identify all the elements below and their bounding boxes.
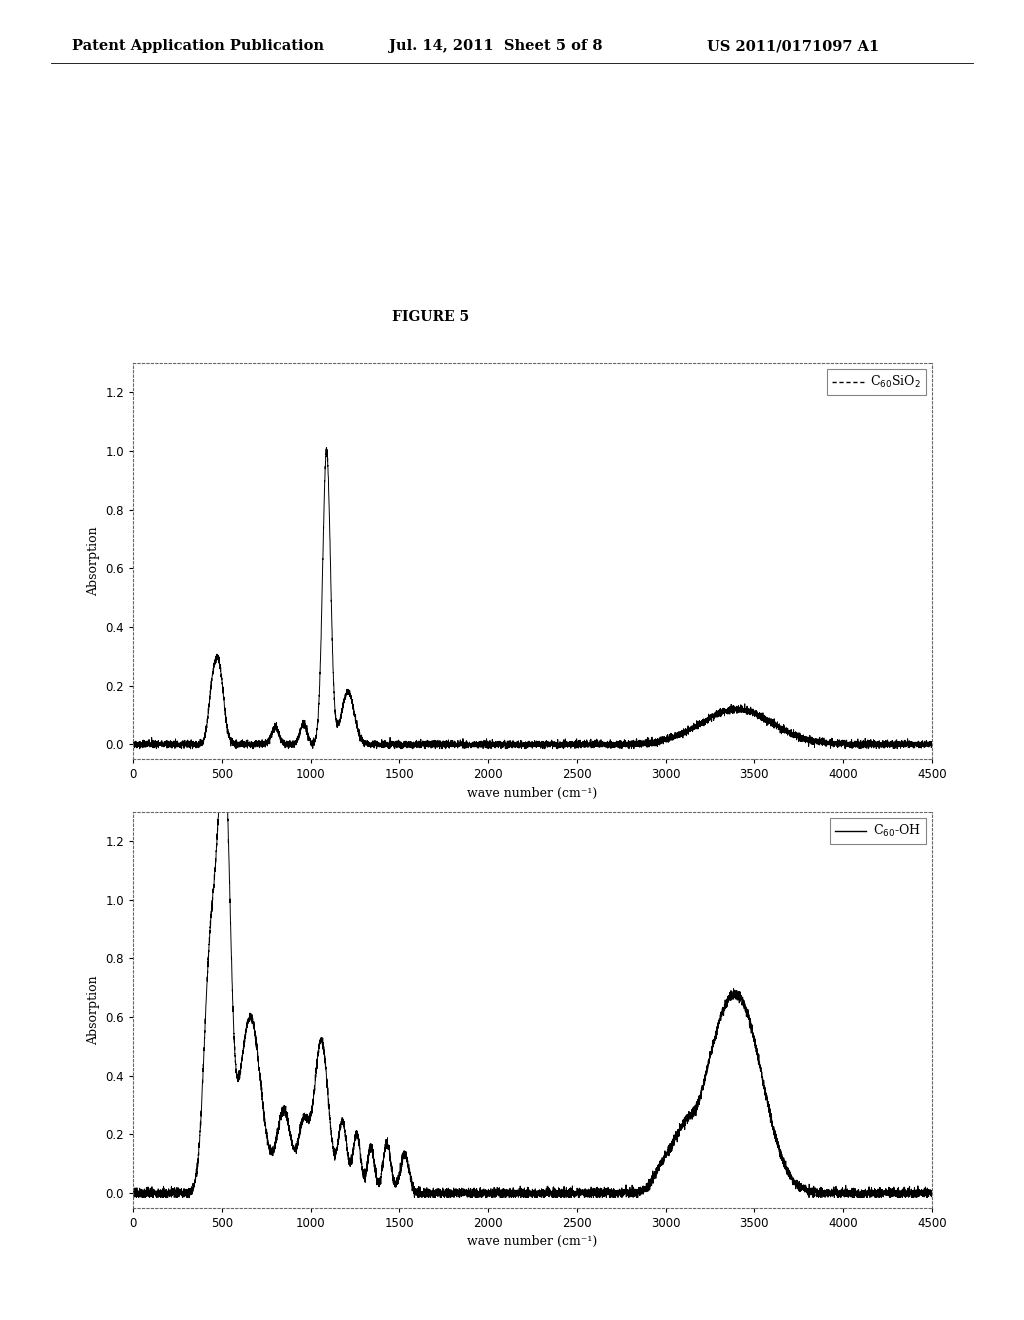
X-axis label: wave number (cm⁻¹): wave number (cm⁻¹) [467,1236,598,1249]
Y-axis label: Absorption: Absorption [87,527,99,595]
Y-axis label: Absorption: Absorption [87,975,99,1044]
Text: Patent Application Publication: Patent Application Publication [72,40,324,53]
X-axis label: wave number (cm⁻¹): wave number (cm⁻¹) [467,787,598,800]
Text: Jul. 14, 2011  Sheet 5 of 8: Jul. 14, 2011 Sheet 5 of 8 [389,40,602,53]
Text: FIGURE 5: FIGURE 5 [391,310,469,323]
Text: US 2011/0171097 A1: US 2011/0171097 A1 [707,40,879,53]
Legend: C$_{60}$-OH: C$_{60}$-OH [830,818,926,845]
Legend: C$_{60}$SiO$_2$: C$_{60}$SiO$_2$ [827,370,926,396]
